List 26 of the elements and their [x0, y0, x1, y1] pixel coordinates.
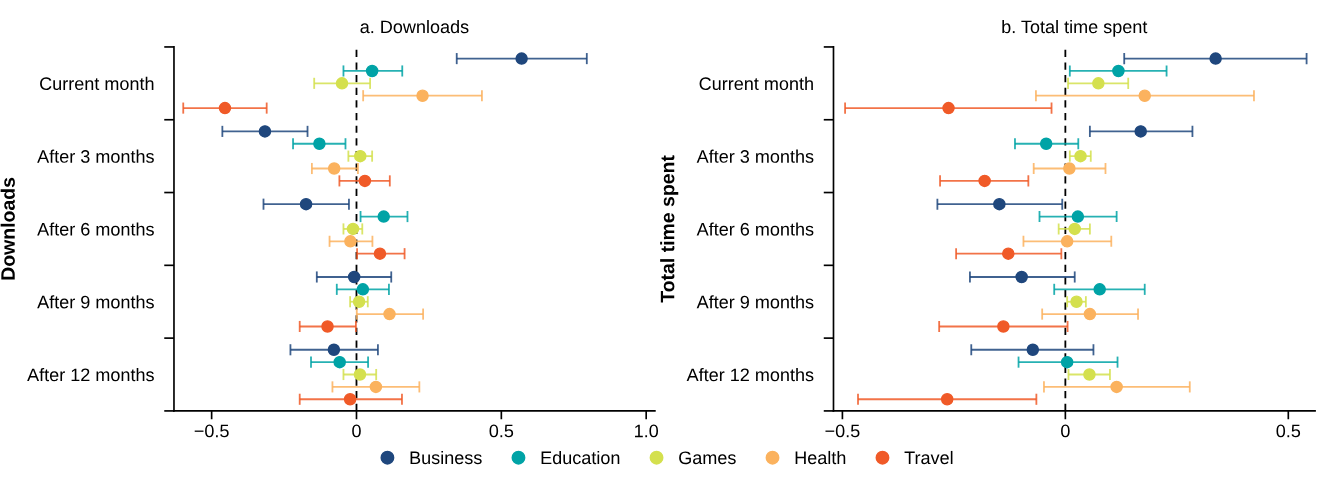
legend-label: Games [679, 451, 736, 465]
y-axis-title: Downloads [0, 177, 15, 280]
y-tick-label: After 12 months [686, 367, 814, 382]
x-tick-label: 0.5 [489, 424, 514, 438]
y-tick-label: Current month [699, 76, 813, 91]
legend-label: Travel [904, 450, 953, 465]
y-tick-label: After 3 months [37, 149, 154, 163]
x-tick-label: 0.5 [1276, 424, 1301, 438]
x-tick-label: −0.5 [194, 424, 229, 438]
y-tick-label: After 6 months [37, 222, 154, 236]
y-tick-label: After 12 months [27, 367, 154, 382]
x-tick-label: −0.5 [825, 424, 860, 438]
x-tick-label: 0 [352, 424, 361, 438]
y-axis-title: Total time spent [660, 155, 679, 303]
y-tick-label: After 9 months [37, 295, 154, 309]
legend-label: Business [410, 450, 482, 465]
y-tick-label: After 6 months [696, 222, 814, 236]
x-tick-label: 1.0 [635, 424, 659, 438]
y-tick-label: Current month [40, 76, 154, 91]
chart-title: b. Total time spent [1002, 19, 1148, 37]
chart-title: a. Downloads [360, 19, 469, 34]
y-tick-label: After 3 months [696, 149, 814, 163]
x-tick-label: 0 [1061, 424, 1070, 438]
legend-label: Health [795, 450, 846, 465]
legend-label: Education [541, 450, 620, 465]
y-tick-label: After 9 months [696, 295, 814, 309]
